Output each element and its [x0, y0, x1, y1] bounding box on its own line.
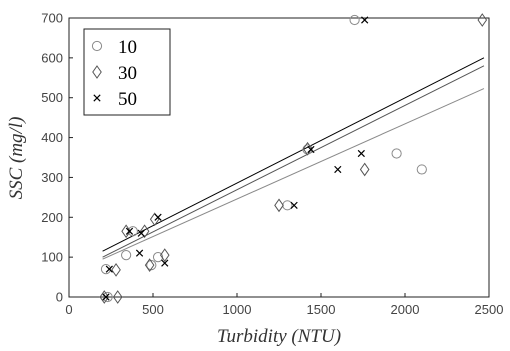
- y-tick-label: 100: [41, 250, 63, 265]
- legend: 10 30 50: [83, 28, 171, 116]
- x-axis-ticks: 0 500 1000 1500 2000 2500: [65, 293, 503, 317]
- fit-line-30: [102, 65, 485, 258]
- point-30: [359, 162, 370, 177]
- point-10: [416, 164, 427, 175]
- x-tick-label: 500: [142, 302, 164, 317]
- point-50: [357, 149, 365, 158]
- point-50: [361, 16, 369, 24]
- point-10: [100, 264, 112, 275]
- point-10: [146, 260, 157, 271]
- legend-marker-30: [92, 65, 102, 79]
- point-50: [137, 229, 145, 237]
- point-10: [349, 14, 360, 26]
- point-30: [274, 198, 284, 213]
- y-tick-label: 400: [41, 130, 63, 145]
- point-10: [152, 252, 164, 263]
- point-30: [477, 13, 488, 27]
- point-50: [125, 227, 134, 235]
- y-tick-label: 300: [41, 170, 63, 185]
- legend-label-10: 10: [118, 37, 137, 58]
- point-50: [334, 165, 342, 174]
- point-50: [154, 213, 162, 221]
- point-30: [121, 224, 131, 239]
- point-30: [99, 290, 110, 304]
- legend-label-50: 50: [118, 89, 137, 110]
- legend-box: [83, 28, 171, 116]
- point-50: [290, 201, 298, 209]
- x-axis-title: Turbidity (NTU): [217, 326, 341, 347]
- y-tick-label: 0: [56, 290, 63, 305]
- point-10: [121, 250, 132, 261]
- point-50: [102, 293, 110, 301]
- y-tick-label: 200: [41, 210, 63, 225]
- data-markers: [99, 13, 488, 304]
- point-10: [102, 291, 113, 303]
- x-tick-label: 1000: [223, 302, 252, 317]
- y-tick-label: 700: [41, 11, 63, 26]
- y-tick-label: 600: [41, 50, 63, 65]
- y-axis-title: SSC (mg/l): [6, 117, 27, 200]
- point-30: [139, 224, 150, 239]
- x-tick-label: 2000: [391, 302, 420, 317]
- point-30: [302, 141, 313, 156]
- fit-lines: [102, 57, 485, 260]
- point-50: [161, 259, 169, 267]
- fit-line-50: [102, 57, 485, 252]
- fit-line-10: [102, 88, 485, 260]
- legend-marker-10: [91, 40, 103, 52]
- point-50: [105, 265, 113, 273]
- y-axis-ticks: 0 100 200 300 400 500 600 700: [41, 11, 73, 305]
- point-10: [127, 226, 138, 237]
- y-tick-label: 500: [41, 90, 63, 105]
- point-10: [391, 148, 402, 159]
- point-30: [111, 263, 121, 277]
- x-tick-label: 0: [65, 302, 72, 317]
- legend-label-30: 30: [118, 63, 137, 84]
- legend-marker-50: [93, 94, 101, 102]
- point-30: [159, 248, 170, 263]
- x-tick-label: 1500: [307, 302, 336, 317]
- point-30: [112, 290, 123, 304]
- x-tick-label: 2500: [475, 302, 504, 317]
- point-30: [144, 258, 155, 272]
- point-50: [307, 145, 315, 154]
- point-50: [135, 249, 144, 257]
